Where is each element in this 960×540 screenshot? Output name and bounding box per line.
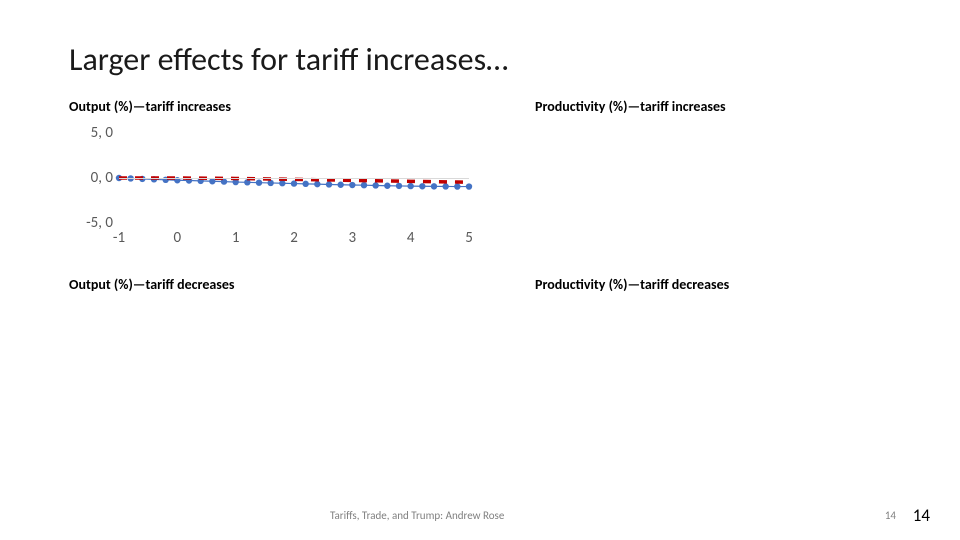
xtick-label: 4 [407, 229, 415, 247]
series-marker-blue [349, 182, 355, 188]
series-marker-blue [372, 182, 378, 188]
series-marker-blue [302, 181, 308, 187]
series-marker-blue [209, 178, 215, 184]
plot-area [119, 133, 469, 223]
subtitle-productivity-inc: Productivity (%)—tariff increases [535, 98, 726, 115]
series-marker-blue [361, 182, 367, 188]
subtitle-output-dec: Output (%)—tariff decreases [69, 276, 235, 293]
xtick-label: 2 [290, 229, 298, 247]
ytick-label: 5, 0 [69, 124, 113, 142]
series-marker-blue [396, 183, 402, 189]
subtitle-productivity-dec: Productivity (%)—tariff decreases [535, 276, 729, 293]
series-marker-blue [384, 183, 390, 189]
series-marker-blue [466, 183, 472, 189]
series-marker-blue [291, 180, 297, 186]
output-increases-chart: 5, 00, 0-5, 0 -1012345 [69, 133, 469, 253]
xtick-label: 3 [349, 229, 357, 247]
series-marker-blue [314, 181, 320, 187]
series-marker-blue [279, 180, 285, 186]
gridline-zero [119, 178, 469, 179]
xtick-label: 1 [232, 229, 240, 247]
xtick-label: -1 [113, 229, 125, 247]
series-marker-blue [326, 181, 332, 187]
xtick-label: 0 [174, 229, 182, 247]
series-marker-blue [419, 183, 425, 189]
subtitle-output-inc: Output (%)—tariff increases [69, 98, 231, 115]
series-marker-blue [431, 183, 437, 189]
ytick-label: -5, 0 [69, 214, 113, 232]
series-marker-blue [337, 182, 343, 188]
footer-page-small: 14 [885, 509, 896, 522]
ytick-label: 0, 0 [69, 169, 113, 187]
series-marker-blue [407, 183, 413, 189]
series-marker-blue [442, 183, 448, 189]
footer-page-large: 14 [913, 505, 930, 526]
series-marker-blue [454, 183, 460, 189]
slide-title: Larger effects for tariff increases… [69, 40, 508, 79]
slide: Larger effects for tariff increases… Out… [0, 0, 960, 540]
footer-credit: Tariffs, Trade, and Trump: Andrew Rose [330, 509, 504, 522]
xtick-label: 5 [465, 229, 473, 247]
y-axis: 5, 00, 0-5, 0 [69, 133, 117, 223]
x-axis: -1012345 [119, 229, 469, 251]
series-marker-blue [256, 179, 262, 185]
